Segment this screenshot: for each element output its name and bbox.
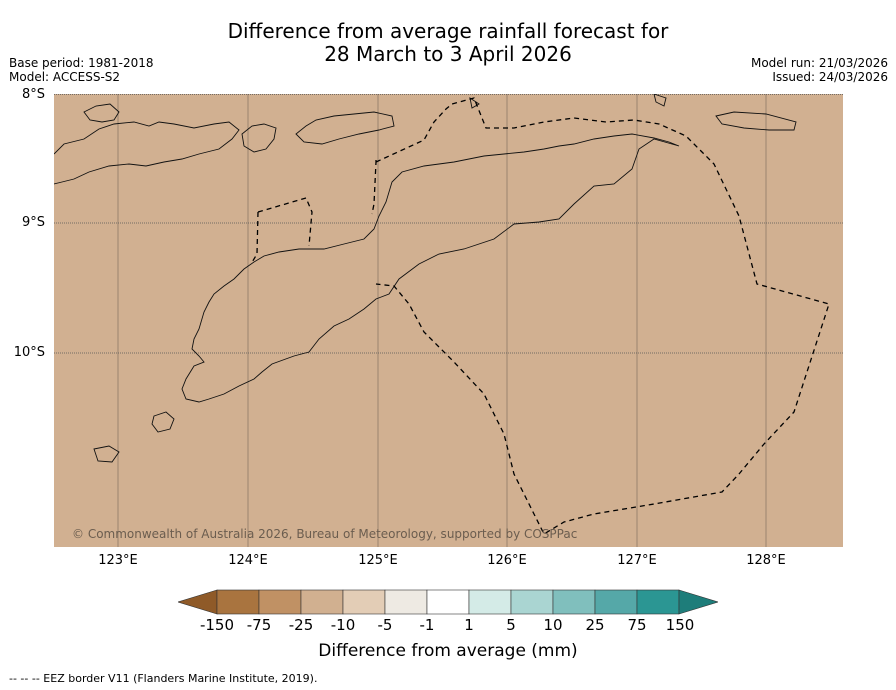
eez-border-west bbox=[257, 197, 313, 247]
cbar-label: -10 bbox=[330, 616, 356, 634]
cbar-segment bbox=[468, 589, 512, 615]
pantar-island-coast bbox=[241, 123, 277, 153]
colorbar bbox=[178, 589, 718, 615]
cbar-segment bbox=[510, 589, 554, 615]
cbar-label: 5 bbox=[506, 616, 516, 634]
savu-island-coast bbox=[93, 445, 120, 463]
lat-label-9s: 9°S bbox=[21, 215, 45, 230]
kisar-island-coast bbox=[715, 111, 797, 131]
lon-label-128e: 128°E bbox=[746, 553, 786, 568]
alor-island-coast bbox=[295, 111, 395, 145]
title-line-1: Difference from average rainfall forecas… bbox=[227, 19, 669, 43]
timor-island-coast bbox=[181, 133, 680, 403]
cbar-segment bbox=[342, 589, 386, 615]
cbar-extend-low bbox=[178, 589, 218, 615]
wetar-island-coast bbox=[653, 94, 667, 107]
meta-left: Base period: 1981-2018 Model: ACCESS-S2 bbox=[9, 56, 154, 84]
model-label: Model: ACCESS-S2 bbox=[9, 70, 121, 84]
lon-label-127e: 127°E bbox=[617, 553, 657, 568]
model-run-label: Model run: 21/03/2026 bbox=[750, 56, 888, 70]
cbar-label: 75 bbox=[627, 616, 647, 634]
cbar-label: 10 bbox=[543, 616, 563, 634]
rote-island-coast bbox=[151, 411, 175, 433]
issued-label: Issued: 24/03/2026 bbox=[772, 70, 888, 84]
cbar-segment bbox=[552, 589, 596, 615]
colorbar-title: Difference from average (mm) bbox=[318, 641, 578, 661]
cbar-label: 25 bbox=[585, 616, 605, 634]
cbar-segment bbox=[300, 589, 344, 615]
cbar-label: 1 bbox=[464, 616, 474, 634]
cbar-segment bbox=[258, 589, 302, 615]
rainfall-anomaly-field bbox=[54, 94, 843, 547]
flores-island-coast bbox=[54, 121, 240, 185]
cbar-segment bbox=[426, 589, 470, 615]
lon-label-123e: 123°E bbox=[98, 553, 138, 568]
eez-footnote: -- -- -- EEZ border V11 (Flanders Marine… bbox=[9, 672, 318, 685]
base-period-label: Base period: 1981-2018 bbox=[9, 56, 154, 70]
title-line-2: 28 March to 3 April 2026 bbox=[324, 42, 572, 66]
cbar-segment bbox=[594, 589, 638, 615]
lat-label-8s: 8°S bbox=[21, 87, 45, 102]
lembata-island-coast bbox=[83, 103, 120, 123]
chart-title: Difference from average rainfall forecas… bbox=[0, 20, 896, 66]
lon-label-126e: 126°E bbox=[487, 553, 527, 568]
cbar-segment bbox=[636, 589, 680, 615]
cbar-label: -1 bbox=[419, 616, 435, 634]
eez-border-east bbox=[371, 97, 830, 535]
cbar-label: -5 bbox=[377, 616, 393, 634]
coastlines bbox=[54, 94, 797, 463]
cbar-segment bbox=[384, 589, 428, 615]
cbar-label: -25 bbox=[288, 616, 314, 634]
cbar-label: 150 bbox=[665, 616, 695, 634]
leti-island-coast bbox=[469, 97, 480, 109]
meta-right: Model run: 21/03/2026 Issued: 24/03/2026 bbox=[751, 56, 888, 84]
map-area[interactable]: © Commonwealth of Australia 2026, Bureau… bbox=[54, 94, 843, 547]
lat-label-10s: 10°S bbox=[13, 345, 45, 360]
lon-label-124e: 124°E bbox=[228, 553, 268, 568]
graticule bbox=[54, 94, 843, 547]
lon-label-125e: 125°E bbox=[358, 553, 398, 568]
cbar-segment bbox=[216, 589, 260, 615]
eez-border-west-left bbox=[250, 211, 259, 265]
cbar-label: -150 bbox=[199, 616, 235, 634]
cbar-extend-high bbox=[678, 589, 718, 615]
cbar-label: -75 bbox=[246, 616, 272, 634]
copyright-notice: © Commonwealth of Australia 2026, Bureau… bbox=[72, 527, 577, 541]
